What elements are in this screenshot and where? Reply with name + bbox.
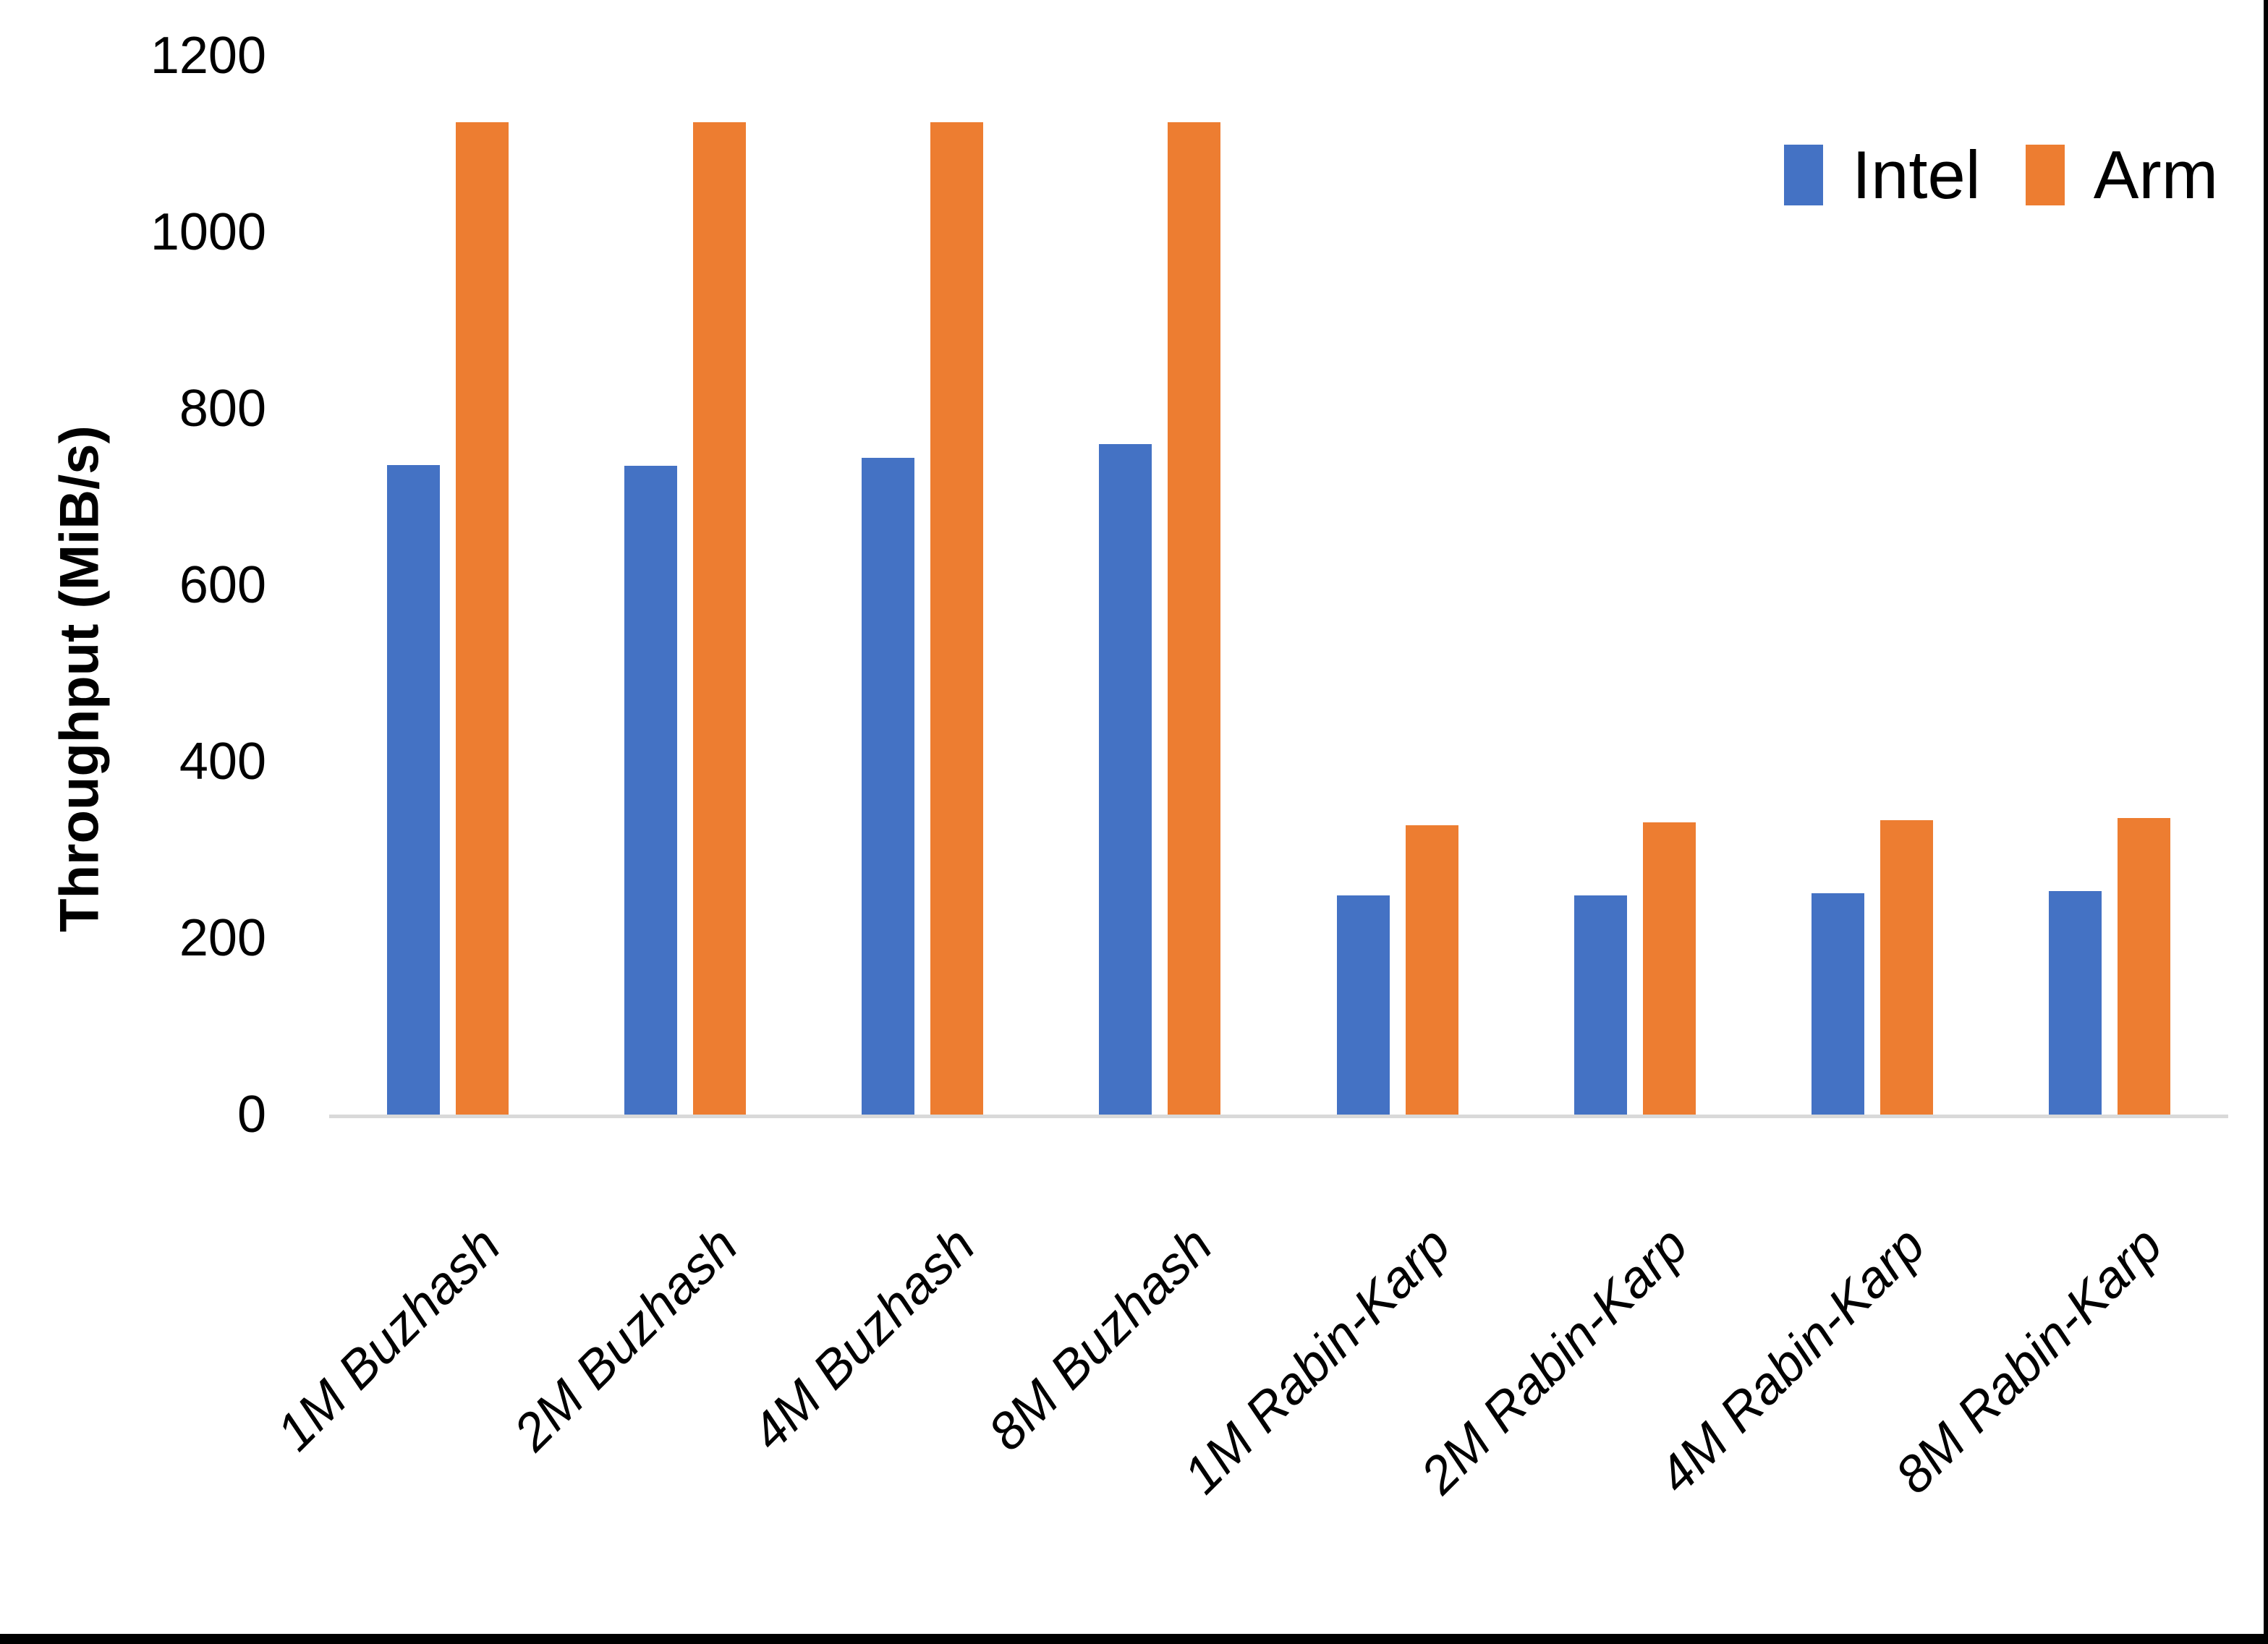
bar-arm-8m-rabin-karp [2117,818,2170,1115]
y-tick-600: 600 [179,556,266,614]
bar-intel-2m-buzhash [624,466,678,1115]
plot-area [329,56,2228,1118]
bar-arm-2m-rabin-karp [1642,822,1696,1115]
bar-arm-4m-rabin-karp [1880,819,1933,1115]
y-tick-1200: 1200 [150,27,266,85]
bar-group-2m-buzhash [566,56,804,1115]
legend-item-intel: Intel [1784,139,1981,211]
bar-intel-8m-buzhash [1099,443,1152,1115]
x-label-1m-buzhash: 1M Buzhash [266,1216,512,1462]
legend-swatch-intel [1784,145,1823,205]
bar-intel-1m-buzhash [387,465,441,1115]
bar-group-4m-rabin-karp [1754,56,1991,1115]
bar-intel-4m-rabin-karp [1811,893,1864,1115]
y-tick-200: 200 [179,909,266,967]
y-tick-400: 400 [179,733,266,791]
bar-intel-8m-rabin-karp [2048,891,2102,1115]
legend-swatch-arm [2025,145,2065,205]
bar-intel-4m-buzhash [862,458,915,1115]
bar-group-1m-rabin-karp [1279,56,1516,1115]
bar-arm-4m-buzhash [930,122,984,1115]
legend-label-arm: Arm [2093,137,2218,213]
legend-item-arm: Arm [2025,137,2218,213]
bar-group-8m-rabin-karp [1991,56,2228,1115]
bar-group-2m-rabin-karp [1516,56,1754,1115]
bar-arm-8m-buzhash [1168,122,1221,1115]
bar-arm-2m-buzhash [693,122,747,1115]
legend: Intel Arm [1784,139,2218,211]
screenshot-right-edge [2264,0,2268,1644]
y-tick-0: 0 [237,1086,266,1143]
bar-group-1m-buzhash [329,56,566,1115]
bar-arm-1m-rabin-karp [1405,825,1458,1115]
bar-group-8m-buzhash [1041,56,1278,1115]
legend-label-intel: Intel [1852,137,1981,213]
bar-intel-1m-rabin-karp [1336,895,1390,1115]
bar-arm-1m-buzhash [456,122,509,1115]
y-tick-1000: 1000 [150,203,266,261]
y-tick-800: 800 [179,380,266,438]
bar-intel-2m-rabin-karp [1573,895,1627,1115]
screenshot-bottom-edge [0,1634,2268,1644]
bar-group-4m-buzhash [804,56,1041,1115]
